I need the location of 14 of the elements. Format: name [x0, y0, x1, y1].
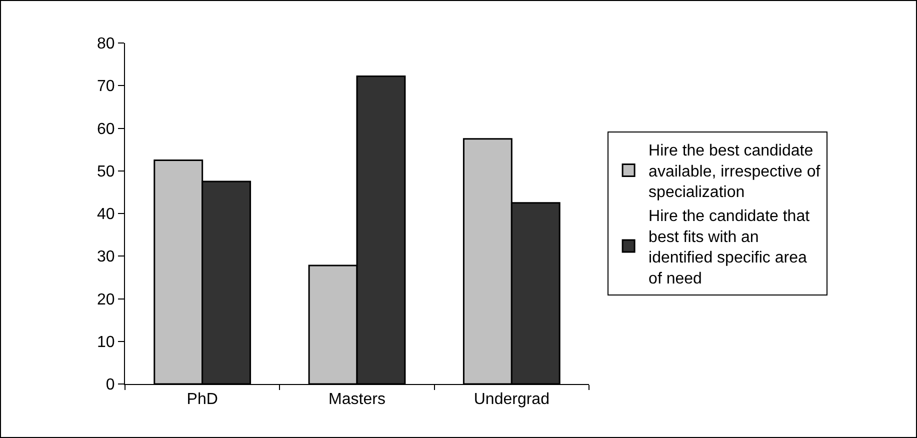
y-tick-label: 60: [97, 120, 115, 138]
legend-label: Hire the best candidate available, irrespective of specialization: [648, 142, 821, 202]
y-tick-label: 0: [106, 376, 115, 394]
legend-label: Hire the candidate that best fits with an identified specific area of need: [648, 208, 810, 288]
y-tick-label: 50: [97, 163, 115, 180]
x-tick-label: Masters: [328, 391, 386, 408]
y-tick-label: 70: [97, 78, 115, 96]
x-tick-label: Undergrad: [474, 391, 550, 408]
y-tick-label: 80: [97, 36, 115, 53]
x-tick-label: PhD: [186, 391, 218, 408]
y-tick-label: 30: [97, 248, 115, 266]
y-tick-label: 40: [97, 206, 115, 224]
y-tick-label: 10: [97, 334, 115, 351]
y-tick-label: 20: [97, 291, 115, 308]
